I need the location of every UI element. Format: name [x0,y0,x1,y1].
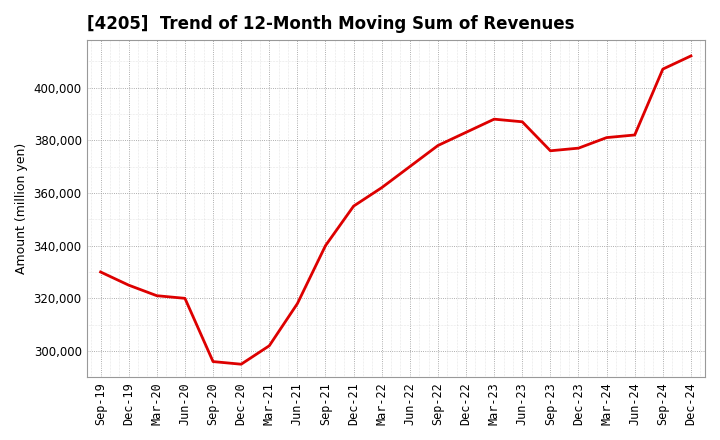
Y-axis label: Amount (million yen): Amount (million yen) [15,143,28,275]
Text: [4205]  Trend of 12-Month Moving Sum of Revenues: [4205] Trend of 12-Month Moving Sum of R… [86,15,574,33]
